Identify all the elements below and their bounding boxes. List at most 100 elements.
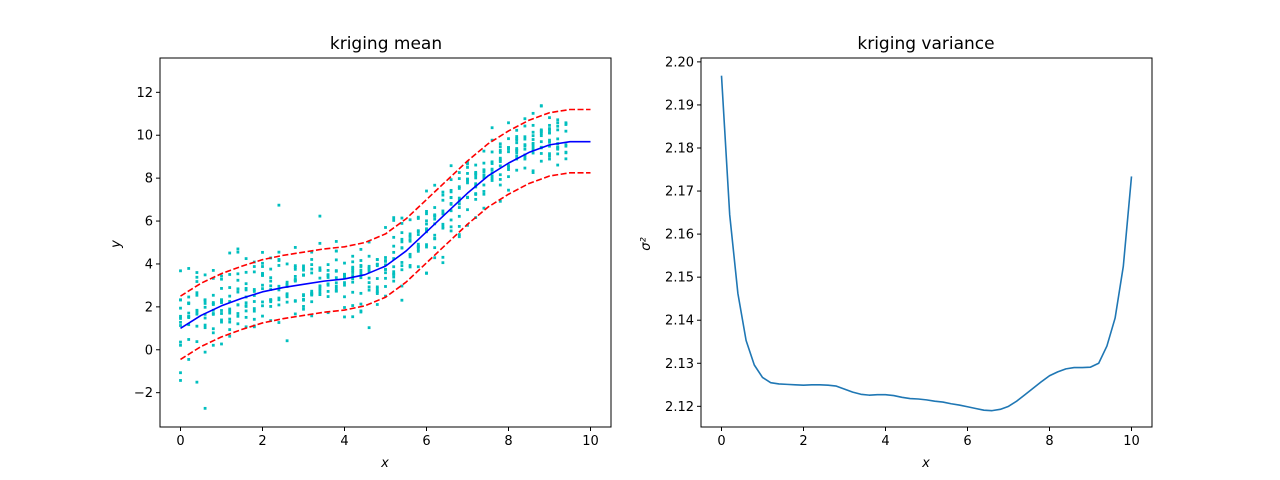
mean-data-point bbox=[293, 265, 297, 269]
mean-data-point bbox=[548, 123, 551, 127]
mean-data-point bbox=[539, 134, 543, 138]
mean-data-point bbox=[195, 380, 199, 384]
mean-data-point bbox=[261, 261, 264, 265]
mean-x-tick-label: 6 bbox=[422, 434, 430, 449]
mean-data-point bbox=[334, 249, 338, 253]
mean-data-point bbox=[252, 317, 256, 321]
mean-data-point bbox=[433, 217, 437, 221]
mean-data-point bbox=[515, 137, 519, 141]
mean-data-point bbox=[441, 209, 445, 213]
mean-data-point bbox=[523, 137, 527, 141]
mean-data-point bbox=[523, 135, 527, 139]
mean-data-point bbox=[531, 143, 535, 147]
mean-data-point bbox=[203, 305, 207, 309]
mean-axes-frame bbox=[159, 57, 612, 428]
mean-data-point bbox=[244, 282, 248, 286]
mean-data-point bbox=[441, 222, 445, 226]
mean-data-point bbox=[515, 148, 519, 152]
mean-data-point bbox=[244, 270, 248, 274]
mean-data-point bbox=[220, 298, 223, 302]
mean-data-point bbox=[531, 130, 535, 134]
mean-data-point bbox=[400, 237, 404, 241]
mean-data-point bbox=[457, 233, 461, 236]
mean-data-point bbox=[367, 264, 371, 268]
mean-data-point bbox=[482, 206, 486, 210]
mean-data-point bbox=[523, 166, 527, 170]
mean-data-point bbox=[285, 280, 289, 284]
mean-data-point bbox=[343, 273, 346, 276]
mean-data-point bbox=[211, 293, 215, 297]
variance-y-tick-label: 2.15 bbox=[665, 271, 694, 286]
mean-data-point bbox=[457, 187, 461, 190]
mean-data-point bbox=[400, 298, 404, 302]
mean-data-point bbox=[482, 190, 486, 193]
mean-data-point bbox=[367, 276, 371, 280]
mean-data-point bbox=[195, 309, 199, 313]
mean-data-point bbox=[220, 299, 223, 303]
mean-data-point bbox=[310, 271, 314, 275]
mean-data-point bbox=[507, 175, 510, 179]
mean-data-point bbox=[228, 294, 232, 298]
mean-data-point bbox=[400, 231, 404, 235]
variance-y-tick-label: 2.20 bbox=[665, 55, 694, 70]
mean-data-point bbox=[351, 271, 355, 274]
mean-data-point bbox=[343, 306, 346, 309]
mean-data-point bbox=[515, 128, 519, 132]
mean-data-point bbox=[556, 118, 560, 122]
mean-data-point bbox=[179, 324, 182, 327]
mean-data-point bbox=[326, 283, 330, 287]
mean-data-point bbox=[416, 233, 420, 236]
mean-data-point bbox=[375, 292, 379, 295]
mean-data-point bbox=[277, 250, 281, 254]
mean-data-point bbox=[261, 265, 264, 268]
mean-data-point bbox=[310, 293, 314, 297]
mean-data-point bbox=[425, 189, 428, 193]
mean-y-tick-label: 12 bbox=[136, 86, 153, 101]
mean-data-point bbox=[252, 309, 256, 313]
mean-data-point bbox=[425, 243, 428, 247]
mean-data-point bbox=[384, 285, 387, 288]
mean-data-point bbox=[293, 279, 297, 283]
mean-data-point bbox=[433, 246, 437, 250]
mean-data-point bbox=[466, 162, 469, 166]
mean-data-point bbox=[334, 289, 338, 293]
mean-data-point bbox=[490, 126, 494, 130]
mean-data-point bbox=[384, 259, 387, 262]
mean-data-point bbox=[490, 176, 494, 180]
mean-data-point bbox=[211, 303, 215, 306]
mean-data-point bbox=[252, 294, 256, 297]
mean-data-point bbox=[531, 138, 535, 141]
mean-data-point bbox=[375, 262, 379, 266]
mean-data-point bbox=[244, 257, 248, 260]
mean-data-point bbox=[179, 371, 182, 375]
mean-data-point bbox=[318, 286, 322, 290]
variance-x-tick-label: 6 bbox=[963, 434, 971, 449]
mean-data-point bbox=[548, 154, 551, 158]
mean-data-point bbox=[400, 246, 404, 250]
mean-data-point bbox=[457, 225, 461, 228]
mean-data-point bbox=[375, 303, 379, 306]
mean-data-point bbox=[474, 197, 478, 201]
mean-data-point bbox=[228, 307, 232, 311]
mean-data-point bbox=[351, 260, 355, 264]
mean-data-point bbox=[302, 266, 305, 270]
mean-data-point bbox=[343, 275, 346, 278]
mean-data-point bbox=[310, 292, 314, 295]
mean-data-point bbox=[236, 287, 240, 291]
mean-data-point bbox=[359, 302, 363, 306]
mean-data-point bbox=[351, 315, 355, 319]
mean-data-point bbox=[400, 264, 404, 268]
mean-data-point bbox=[228, 320, 232, 324]
mean-data-point bbox=[367, 267, 371, 271]
mean-data-point bbox=[392, 257, 396, 260]
mean-data-point bbox=[490, 160, 494, 164]
mean-data-point bbox=[220, 277, 223, 281]
mean-data-point bbox=[392, 244, 396, 248]
mean-data-point bbox=[433, 214, 437, 218]
mean-data-point bbox=[359, 271, 363, 275]
mean-data-point bbox=[334, 269, 338, 272]
mean-data-point bbox=[236, 303, 240, 307]
mean-data-point bbox=[425, 212, 428, 216]
mean-data-point bbox=[367, 326, 371, 330]
